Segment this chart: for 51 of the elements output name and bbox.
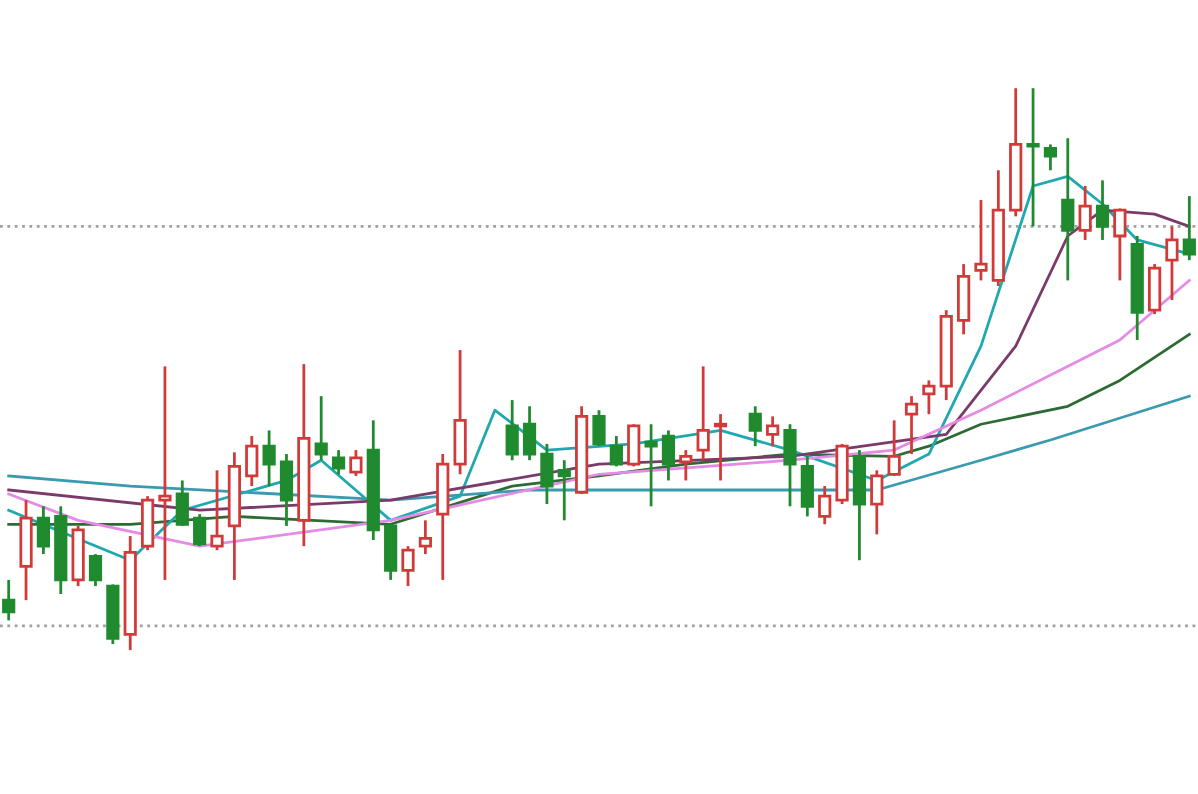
candlestick (922, 379, 936, 416)
candlestick (818, 484, 832, 526)
candlestick (766, 415, 780, 448)
candlestick (1148, 262, 1162, 316)
candlestick (644, 422, 658, 508)
candlestick (870, 468, 884, 536)
candlestick (1061, 136, 1075, 282)
candlestick (696, 364, 710, 462)
candlestick (2, 578, 16, 622)
candlestick (661, 429, 676, 482)
candlestick (1043, 143, 1058, 172)
candlestick (140, 494, 155, 552)
candlestick (1026, 86, 1040, 228)
candlestick (783, 422, 797, 508)
candlestick (349, 448, 363, 478)
candlestick (974, 198, 988, 282)
candlestick (957, 262, 971, 336)
candlestick (1078, 184, 1092, 242)
candlestick (401, 544, 415, 588)
candlestick (540, 442, 554, 506)
candlestick (852, 448, 867, 562)
candlestick (384, 522, 398, 582)
candlestick (557, 458, 571, 522)
candlestick (453, 348, 467, 476)
candlestick (505, 398, 519, 462)
candlestick (279, 452, 294, 528)
candlestick (1182, 194, 1196, 262)
candlestick (331, 448, 346, 476)
candlestick (679, 448, 693, 482)
candlestick (158, 364, 172, 582)
candlestick (713, 412, 728, 482)
candlestick (245, 434, 259, 488)
candlestick (800, 454, 814, 518)
candlestick (887, 418, 901, 478)
candlestick (1113, 207, 1127, 282)
candlestick (904, 394, 919, 456)
candlestick (522, 404, 537, 462)
candlestick (592, 408, 606, 448)
candlestick (210, 468, 224, 552)
candlestick (88, 552, 103, 588)
candlestick (193, 512, 207, 548)
candlestick (262, 429, 276, 488)
candlestick (1095, 178, 1110, 242)
candlestick (314, 394, 328, 462)
candlestick (36, 504, 50, 556)
candlestick (748, 404, 762, 448)
candlestick (418, 518, 432, 556)
candlestick (627, 422, 641, 468)
candlestick (175, 479, 189, 528)
candlestick (1165, 225, 1179, 302)
candlestick (609, 434, 623, 468)
